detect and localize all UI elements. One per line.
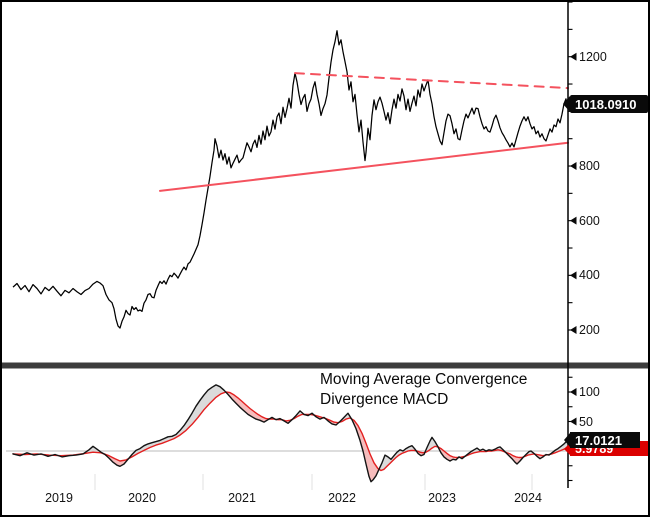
tick-arrow-icon xyxy=(570,388,577,396)
tick-arrow-icon xyxy=(570,162,577,171)
tick-arrow-icon xyxy=(570,52,577,61)
tick-arrow-icon xyxy=(570,326,577,334)
tick-arrow-icon xyxy=(570,216,577,225)
tick-arrow-icon xyxy=(570,271,577,280)
tick-arrow-icon xyxy=(570,417,577,426)
